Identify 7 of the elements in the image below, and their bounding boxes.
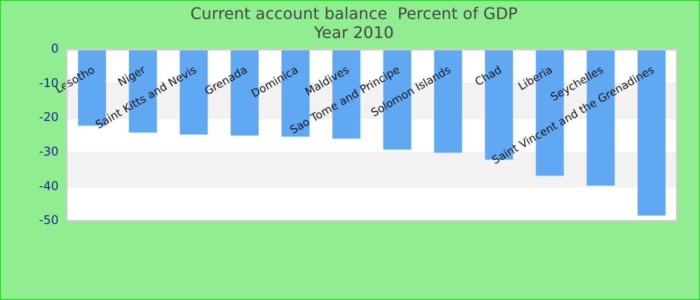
y-tick-label: -40 bbox=[38, 178, 59, 193]
y-tick-label: 0 bbox=[50, 42, 59, 56]
y-tick-label: -30 bbox=[38, 144, 59, 158]
chart-title: Current account balance Percent of GDP bbox=[190, 4, 518, 23]
y-tick-label: -50 bbox=[38, 213, 59, 228]
chart-subtitle: Year 2010 bbox=[313, 22, 394, 42]
y-tick-label: -20 bbox=[38, 110, 59, 124]
